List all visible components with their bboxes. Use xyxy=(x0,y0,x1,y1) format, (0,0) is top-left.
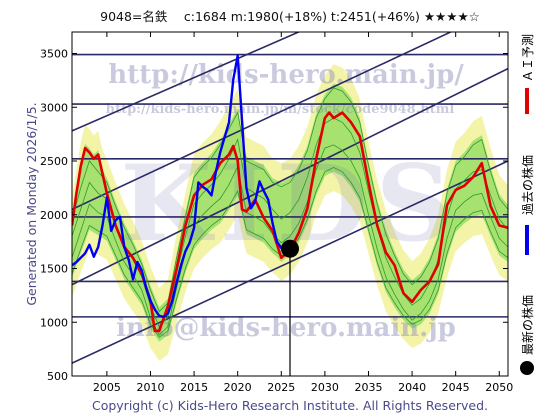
x-tick-label: 2035 xyxy=(354,381,382,394)
x-tick-label: 2010 xyxy=(136,381,164,394)
y-tick-label: 1500 xyxy=(40,263,68,276)
x-tick-label: 2025 xyxy=(267,381,295,394)
trend-line xyxy=(72,67,508,286)
y-tick-label: 1000 xyxy=(40,316,68,329)
x-tick-label: 2005 xyxy=(93,381,121,394)
copyright-footer: Copyright (c) Kids-Hero Research Institu… xyxy=(92,398,488,413)
simulation-series-line xyxy=(72,144,508,336)
simulation-series-line xyxy=(72,87,508,313)
y-tick-label: 3000 xyxy=(40,101,68,114)
generated-date-label: Generated on Monday 2026/1/5. xyxy=(24,102,39,305)
watermark-email: info@kids-hero.main.jp xyxy=(116,313,456,343)
latest-price-marker xyxy=(281,239,299,258)
watermark-url-1: http://kids-hero.main.jp/ xyxy=(108,60,464,90)
plot-frame xyxy=(71,31,509,377)
y-tick-label: 2500 xyxy=(40,155,68,168)
plot-area: KIDS http://kids-hero.main.jp/ http://ki… xyxy=(72,32,508,376)
chart-title: 9048=名鉄 c:1684 m:1980(+18%) t:2451(+46%)… xyxy=(100,9,480,24)
x-tick-label: 2030 xyxy=(311,381,339,394)
latest-marker-group xyxy=(281,239,299,376)
legend-label-forecast: ＡＩ予測 xyxy=(521,34,535,82)
y-tick-label: 2000 xyxy=(40,209,68,222)
legend-swatch-latest xyxy=(520,361,534,375)
y-axis: 500 1000 1500 2000 2500 3000 3500 xyxy=(40,48,508,383)
watermark-url-2: http://kids-hero.main.jp/m/stock/code904… xyxy=(106,102,455,117)
y-tick-label: 3500 xyxy=(40,48,68,61)
legend: ＡＩ予測 過去の株価 最新の株価 xyxy=(520,34,535,375)
legend-label-latest: 最新の株価 xyxy=(520,295,535,355)
forecast-line-group xyxy=(72,111,508,333)
x-tick-label: 2040 xyxy=(398,381,426,394)
x-tick-label: 2020 xyxy=(224,381,252,394)
history-line-group xyxy=(72,54,291,319)
x-axis: 2005 2010 2015 2020 2025 2030 2035 2040 2045 2050 xyxy=(93,32,513,394)
x-tick-label: 2050 xyxy=(485,381,513,394)
trend-line xyxy=(72,32,301,132)
trend-channel-lines xyxy=(72,32,508,364)
x-tick-label: 2045 xyxy=(442,381,470,394)
legend-label-history: 過去の株価 xyxy=(520,155,535,215)
y-tick-label: 500 xyxy=(47,370,68,383)
forecast-series-line xyxy=(72,111,508,333)
history-series-line xyxy=(72,54,291,319)
x-tick-label: 2015 xyxy=(180,381,208,394)
trend-line xyxy=(72,32,453,211)
